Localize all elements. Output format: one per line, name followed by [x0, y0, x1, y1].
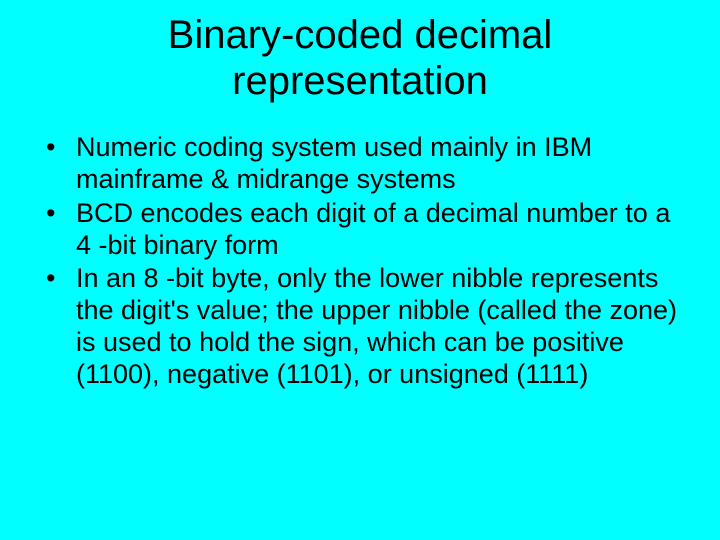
bullet-list: Numeric coding system used mainly in IBM… — [30, 132, 690, 391]
slide-title: Binary-coded decimal representation — [30, 12, 690, 104]
slide: Binary-coded decimal representation Nume… — [0, 0, 720, 540]
bullet-item: In an 8 -bit byte, only the lower nibble… — [40, 263, 690, 390]
bullet-item: Numeric coding system used mainly in IBM… — [40, 132, 690, 196]
bullet-item: BCD encodes each digit of a decimal numb… — [40, 198, 690, 262]
